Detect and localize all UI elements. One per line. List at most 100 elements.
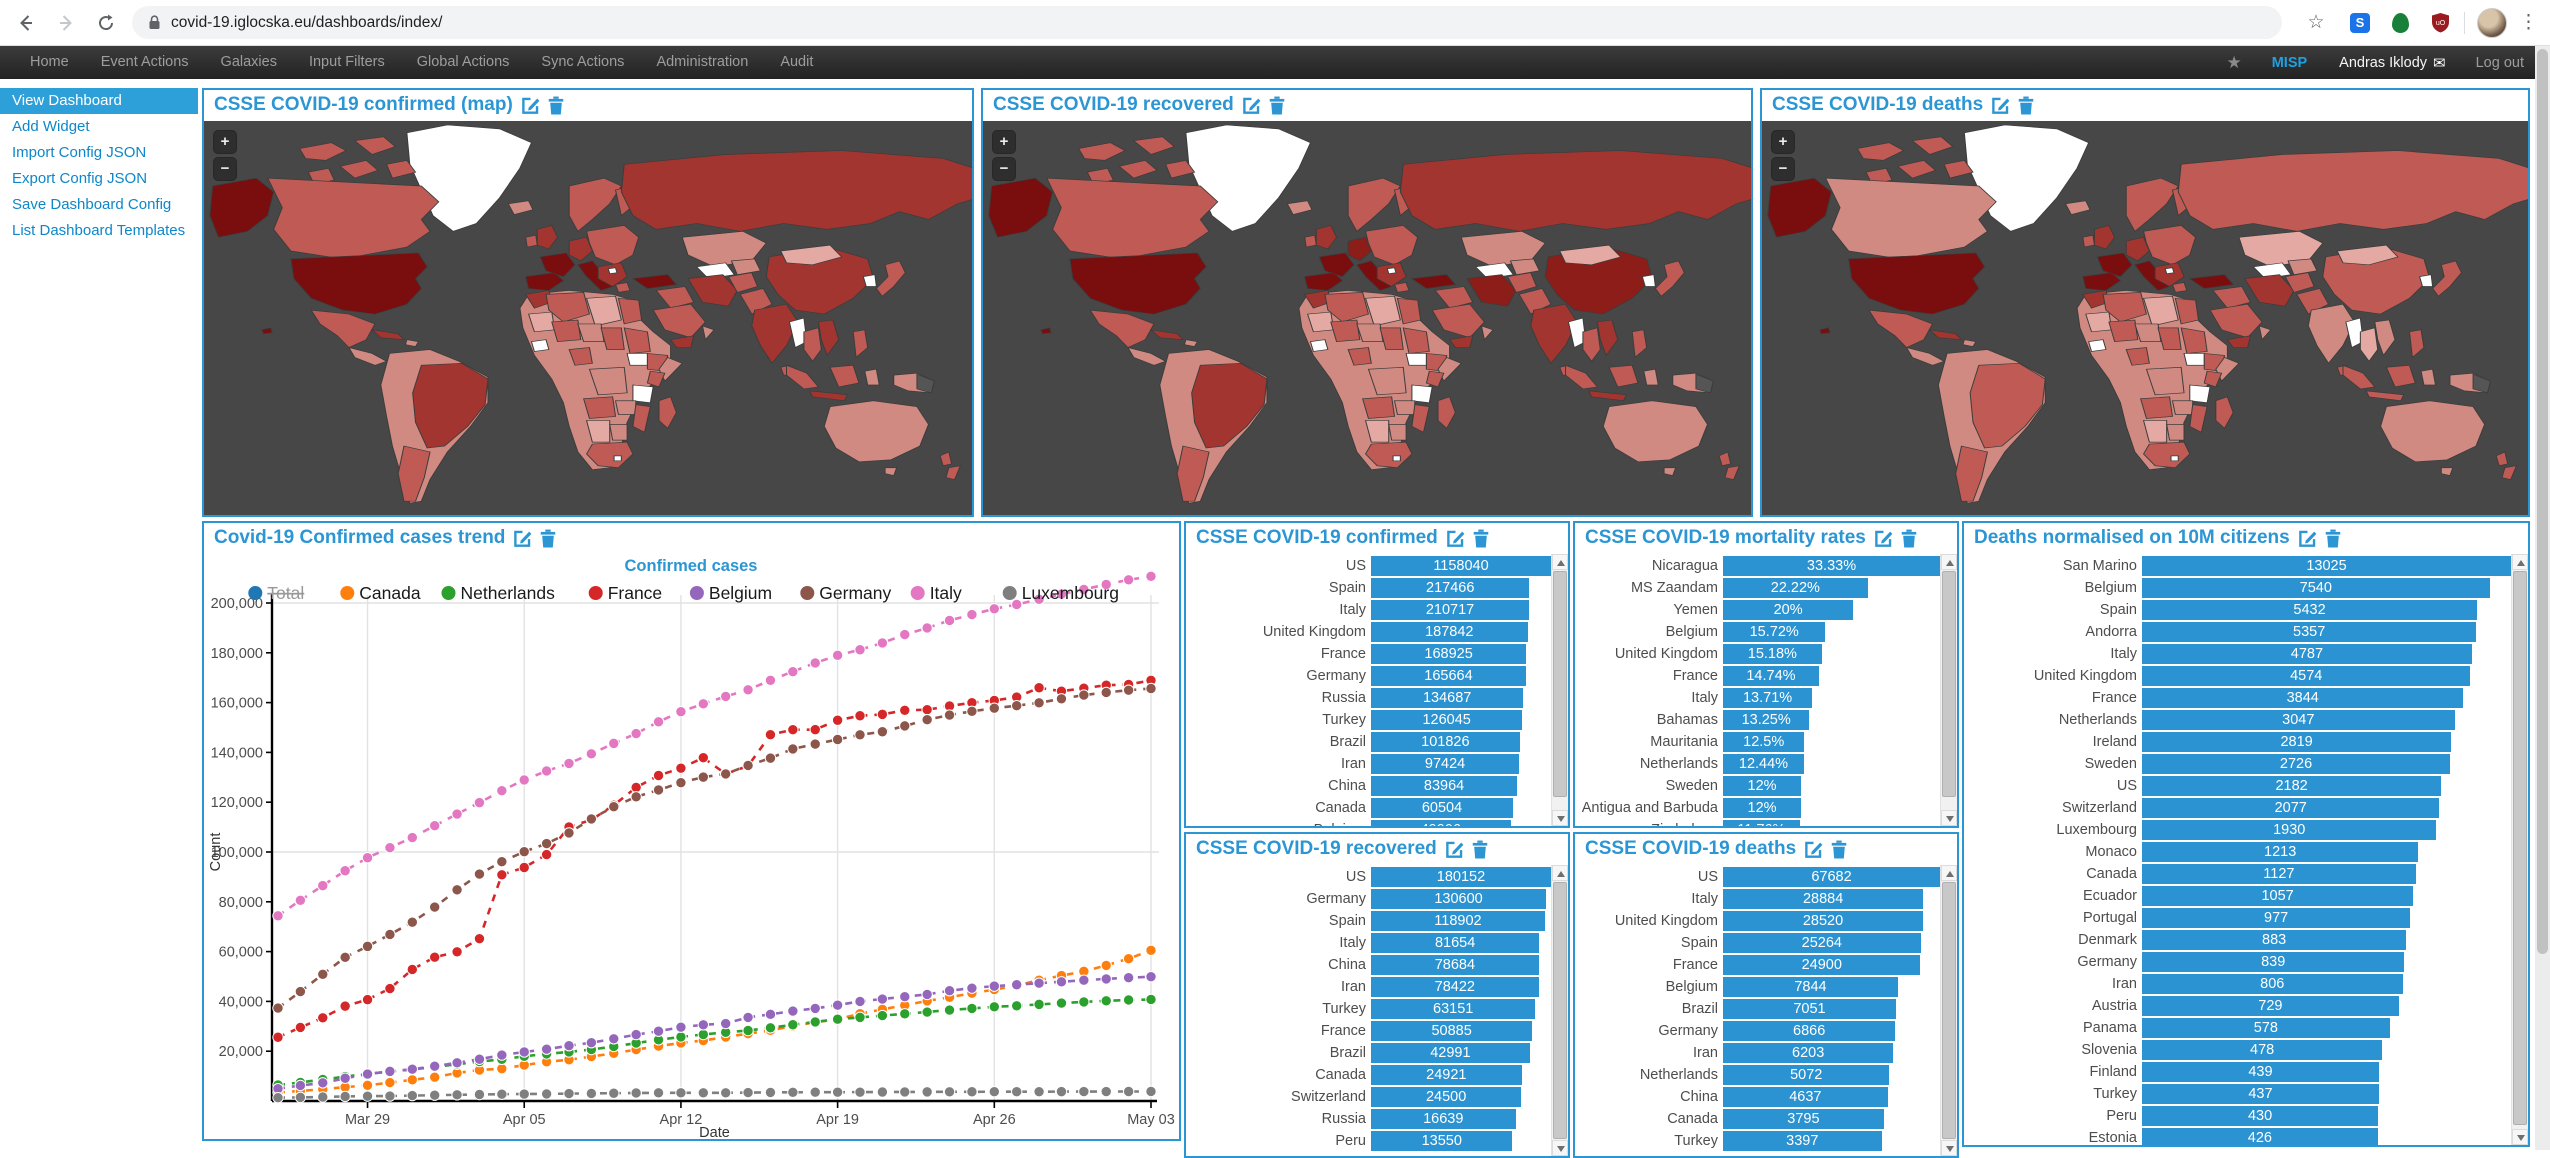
country-drc [2145, 366, 2185, 396]
legend-item-canada[interactable]: Canada [340, 583, 421, 603]
x-axis-title: Date [699, 1125, 730, 1138]
edit-widget-icon[interactable] [521, 96, 540, 115]
nav-global-actions[interactable]: Global Actions [416, 54, 510, 70]
scroll-down-icon[interactable] [1552, 1140, 1568, 1156]
map-zoom-out-button[interactable]: − [214, 158, 236, 180]
page-scrollbar[interactable] [2535, 46, 2550, 1150]
bar-row: United Kingdom 15.18% [1575, 643, 1940, 665]
bookmark-star-icon[interactable]: ☆ [2307, 12, 2325, 33]
nav-input-filters[interactable]: Input Filters [308, 54, 385, 70]
widget-scrollbar[interactable] [1940, 865, 1957, 1156]
extension-icon-s[interactable]: S [2347, 10, 2373, 36]
country-libya [1364, 295, 1401, 327]
misp-brand-link[interactable]: MISP [2271, 54, 2308, 71]
mail-icon[interactable]: ✉ [2433, 54, 2446, 72]
scroll-down-icon[interactable] [1552, 810, 1568, 826]
world-map[interactable]: + − [983, 121, 1751, 515]
map-zoom-in-button[interactable]: + [993, 131, 1015, 153]
world-map[interactable]: + − [204, 121, 972, 515]
country-yemen [1448, 335, 1474, 348]
delete-widget-icon[interactable] [1901, 529, 1917, 548]
nav-event-actions[interactable]: Event Actions [100, 54, 189, 70]
legend-item-france[interactable]: France [588, 583, 662, 603]
scroll-up-icon[interactable] [1941, 554, 1957, 570]
sidebar-item-export-config-json[interactable]: Export Config JSON [12, 170, 148, 187]
legend-item-netherlands[interactable]: Netherlands [441, 583, 556, 603]
delete-widget-icon[interactable] [548, 96, 564, 115]
nav-sync-actions[interactable]: Sync Actions [541, 54, 625, 70]
scrollbar-thumb[interactable] [2513, 571, 2527, 1125]
sidebar-item-import-config-json[interactable]: Import Config JSON [12, 144, 147, 161]
back-icon[interactable] [6, 3, 46, 43]
avatar[interactable] [2477, 7, 2507, 38]
delete-widget-icon[interactable] [2325, 529, 2341, 548]
widget-scrollbar[interactable] [1940, 554, 1957, 826]
delete-widget-icon[interactable] [2018, 96, 2034, 115]
edit-widget-icon[interactable] [1804, 840, 1823, 859]
nav-galaxies[interactable]: Galaxies [220, 54, 277, 70]
delete-widget-icon[interactable] [540, 529, 556, 548]
widget-scrollbar[interactable] [2511, 554, 2528, 1145]
widget-scrollbar[interactable] [1551, 865, 1568, 1156]
edit-widget-icon[interactable] [1991, 96, 2010, 115]
forward-icon[interactable] [46, 3, 86, 43]
legend-item-italy[interactable]: Italy [910, 583, 962, 603]
scroll-down-icon[interactable] [1941, 1140, 1957, 1156]
legend-item-belgium[interactable]: Belgium [689, 583, 772, 603]
user-name[interactable]: Andras Iklody [2339, 54, 2428, 71]
extension-icon-green[interactable] [2387, 10, 2413, 36]
scroll-up-icon[interactable] [2512, 554, 2528, 570]
scroll-down-icon[interactable] [1941, 810, 1957, 826]
scroll-up-icon[interactable] [1552, 865, 1568, 881]
world-map[interactable]: + − [1762, 121, 2528, 515]
scroll-down-icon[interactable] [2512, 1129, 2528, 1145]
delete-widget-icon[interactable] [1472, 840, 1488, 859]
sidebar-item-list-dashboard-templates[interactable]: List Dashboard Templates [12, 222, 186, 239]
url-bar[interactable]: covid-19.iglocska.eu/dashboards/index/ [132, 6, 2282, 39]
browser-menu-icon[interactable]: ⋮ [2519, 12, 2538, 33]
scrollbar-thumb[interactable] [1942, 571, 1956, 797]
delete-widget-icon[interactable] [1269, 96, 1285, 115]
country-sumatra [1565, 364, 1599, 390]
scrollbar-thumb[interactable] [1942, 882, 1956, 1139]
sidebar-item-add-widget[interactable]: Add Widget [12, 118, 90, 135]
chart-title: Confirmed cases [625, 557, 758, 575]
sidebar-item-view-dashboard[interactable]: View Dashboard [0, 88, 198, 114]
x-tick-label: May 03 [1127, 1112, 1175, 1128]
scrollbar-thumb[interactable] [1553, 571, 1567, 797]
sidebar-item-save-dashboard-config[interactable]: Save Dashboard Config [12, 196, 172, 213]
scroll-up-icon[interactable] [1941, 865, 1957, 881]
legend-item-germany[interactable]: Germany [800, 583, 892, 603]
page-scrollbar-thumb[interactable] [2537, 49, 2548, 954]
bar-track: 42991 [1371, 1043, 1551, 1063]
map-zoom-in-button[interactable]: + [214, 131, 236, 153]
map-zoom-out-button[interactable]: − [993, 158, 1015, 180]
edit-widget-icon[interactable] [1874, 529, 1893, 548]
edit-widget-icon[interactable] [1242, 96, 1261, 115]
country-philippines [1631, 329, 1648, 359]
logout-link[interactable]: Log out [2475, 54, 2524, 71]
scrollbar-thumb[interactable] [1553, 882, 1567, 1139]
reload-icon[interactable] [86, 3, 126, 43]
nav-home[interactable]: Home [30, 54, 69, 70]
delete-widget-icon[interactable] [1831, 840, 1847, 859]
bar-list: US 180152 Germany 130600 Spain 118902 Italy 816… [1186, 865, 1551, 1156]
widget-scrollbar[interactable] [1551, 554, 1568, 826]
delete-widget-icon[interactable] [1473, 529, 1489, 548]
country-lesotho [2170, 455, 2179, 462]
extension-icon-shield[interactable]: uO [2427, 10, 2453, 36]
nav-administration[interactable]: Administration [656, 54, 749, 70]
scroll-up-icon[interactable] [1552, 554, 1568, 570]
legend-item-luxembourg[interactable]: Luxembourg [1002, 583, 1119, 603]
bar-value: 12% [1723, 776, 1802, 796]
map-zoom-out-button[interactable]: − [1772, 158, 1794, 180]
edit-widget-icon[interactable] [1446, 529, 1465, 548]
country-namibia [585, 420, 611, 443]
legend-item-total[interactable]: Total [248, 583, 304, 603]
edit-widget-icon[interactable] [513, 529, 532, 548]
favorites-star-icon[interactable]: ★ [2226, 52, 2242, 72]
map-zoom-in-button[interactable]: + [1772, 131, 1794, 153]
nav-audit[interactable]: Audit [780, 54, 814, 70]
edit-widget-icon[interactable] [2298, 529, 2317, 548]
edit-widget-icon[interactable] [1445, 840, 1464, 859]
